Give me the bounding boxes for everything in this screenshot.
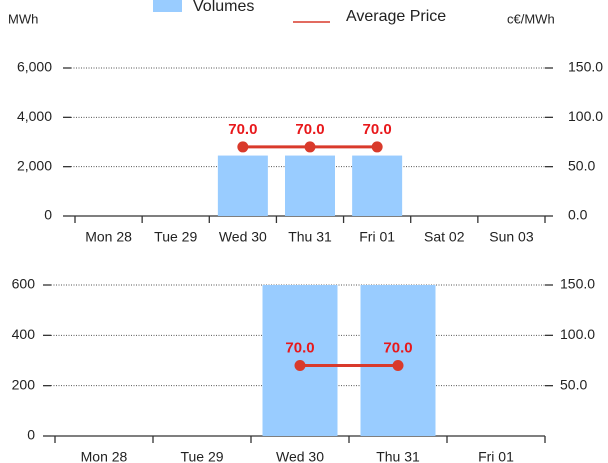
x-tick-label: Sat 02 [424, 229, 465, 245]
x-tick-label: Fri 01 [359, 229, 395, 245]
price-point [392, 360, 404, 372]
data-label: 70.0 [383, 340, 412, 357]
legend: Volumes Average Price [153, 0, 446, 25]
x-tick-label: Thu 31 [376, 449, 420, 463]
x-tick-label: Wed 30 [276, 449, 324, 463]
y-tick-label: 600 [12, 276, 36, 292]
data-label: 70.0 [363, 121, 392, 138]
price-point [294, 360, 306, 372]
x-tick-label: Mon 28 [85, 229, 132, 245]
y2-axis-label: c€/MWh [507, 11, 555, 26]
legend-label: Volumes [193, 0, 254, 15]
data-label: 70.0 [285, 340, 314, 357]
price-point [304, 141, 316, 153]
x-tick-label: Tue 29 [154, 229, 197, 245]
y-tick-label: 2,000 [17, 157, 52, 173]
y2-tick-label: 150.0 [568, 59, 603, 75]
data-label: 70.0 [295, 121, 324, 138]
y2-tick-label: 100.0 [560, 326, 595, 342]
legend-label: Average Price [346, 8, 446, 25]
x-tick-label: Wed 30 [219, 229, 267, 245]
y2-tick-label: 150.0 [560, 276, 595, 292]
y-axis-label: MWh [8, 11, 38, 26]
y2-tick-label: 50.0 [560, 376, 587, 392]
x-tick-label: Mon 28 [81, 449, 128, 463]
y-tick-label: 400 [12, 326, 36, 342]
bar [217, 155, 268, 216]
y-tick-label: 0 [44, 207, 52, 223]
y2-tick-label: 0.0 [568, 207, 588, 223]
x-tick-label: Sun 03 [489, 229, 534, 245]
y2-tick-label: 100.0 [568, 108, 603, 124]
legend-swatch [153, 0, 182, 12]
y-tick-label: 6,000 [17, 59, 52, 75]
y-tick-label: 4,000 [17, 108, 52, 124]
y-tick-label: 200 [12, 376, 36, 392]
x-tick-label: Thu 31 [288, 229, 332, 245]
price-point [371, 141, 383, 153]
y-tick-label: 0 [27, 427, 35, 443]
x-tick-label: Tue 29 [180, 449, 223, 463]
data-label: 70.0 [228, 121, 257, 138]
bar [285, 155, 335, 216]
y2-tick-label: 50.0 [568, 157, 595, 173]
bar [352, 155, 403, 216]
x-tick-label: Fri 01 [478, 449, 514, 463]
price-point [237, 141, 249, 153]
